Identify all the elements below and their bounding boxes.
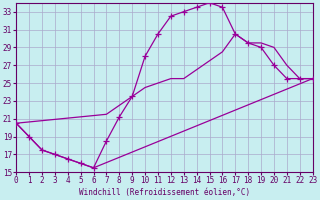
- X-axis label: Windchill (Refroidissement éolien,°C): Windchill (Refroidissement éolien,°C): [79, 188, 250, 197]
